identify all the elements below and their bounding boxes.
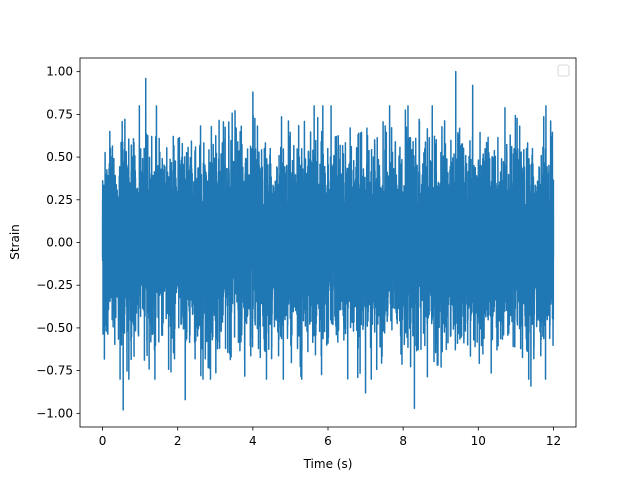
y-tick-label: 0.25 [46, 193, 73, 207]
y-tick-label: −0.50 [36, 321, 73, 335]
y-tick-label: −0.25 [36, 278, 73, 292]
axes-frame [79, 57, 577, 428]
x-tick-label: 8 [399, 434, 407, 448]
x-tick-label: 10 [471, 434, 486, 448]
y-tick-label: 1.00 [46, 65, 73, 79]
x-tick-label: 6 [324, 434, 332, 448]
y-tick-label: −1.00 [36, 406, 73, 420]
x-axis-ticks: 0 2 4 6 8 10 12 [99, 427, 561, 448]
legend-box [557, 64, 570, 77]
y-axis-ticks: −1.00 −0.75 −0.50 −0.25 0.00 0.25 0.50 0.75 1.00 [36, 65, 80, 420]
plot-area [101, 70, 555, 411]
y-tick-label: −0.75 [36, 364, 73, 378]
y-tick-label: 0.50 [46, 150, 73, 164]
strain-series-line [101, 70, 555, 411]
y-axis-label: Strain [8, 224, 22, 260]
x-tick-label: 12 [546, 434, 561, 448]
x-axis-label: Time (s) [303, 457, 353, 471]
x-tick-label: 0 [99, 434, 107, 448]
x-tick-label: 4 [249, 434, 257, 448]
x-tick-label: 2 [174, 434, 182, 448]
y-tick-label: 0.00 [46, 236, 73, 250]
y-tick-label: 0.75 [46, 107, 73, 121]
